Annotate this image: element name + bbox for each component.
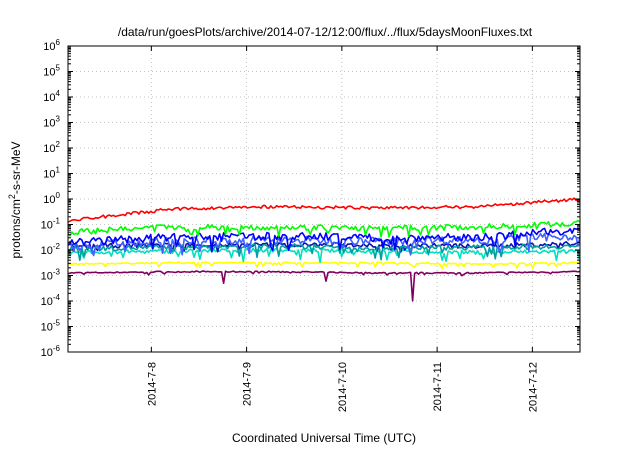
- y-tick-base: 10: [43, 143, 55, 155]
- y-tick-exponent: 2: [56, 140, 61, 149]
- y-tick-exponent: 3: [56, 115, 61, 124]
- y-axis-label-rest: -s-sr-MeV: [9, 141, 23, 194]
- x-tick-label: 2014-7-9: [242, 362, 254, 406]
- y-tick-layer: 10-610-510-410-310-210-11001011021031041…: [41, 38, 580, 359]
- y-tick-exponent: 0: [56, 191, 61, 200]
- y-tick-label: 10-6: [41, 344, 61, 359]
- y-tick-base: 10: [43, 92, 55, 104]
- y-tick-base: 10: [41, 271, 53, 283]
- y-tick-label: 103: [43, 115, 60, 130]
- x-tick-label: 2014-7-11: [432, 362, 444, 411]
- series-line: [68, 261, 581, 270]
- y-axis-label-main: protons/cm: [9, 199, 23, 258]
- y-tick-label: 101: [43, 166, 60, 181]
- y-tick-exponent: -4: [53, 293, 61, 302]
- y-tick-label: 10-3: [41, 268, 61, 283]
- y-tick-label: 106: [43, 38, 60, 53]
- y-tick-exponent: 5: [56, 64, 61, 73]
- series-layer: [67, 197, 581, 302]
- y-tick-base: 10: [43, 67, 55, 79]
- series-line: [67, 227, 581, 253]
- y-tick-base: 10: [43, 169, 55, 181]
- y-tick-label: 102: [43, 140, 60, 155]
- x-axis-label: Coordinated Universal Time (UTC): [232, 431, 416, 445]
- y-tick-base: 10: [41, 220, 53, 232]
- x-tick-label: 2014-7-8: [146, 362, 158, 406]
- y-axis-label: protons/cm2-s-sr-MeV: [7, 141, 23, 258]
- x-tick-layer: 2014-7-8 2014-7-9 2014-7-10 2014-7-11 2014-7…: [146, 46, 539, 412]
- y-tick-exponent: 4: [56, 89, 61, 98]
- y-tick-label: 10-1: [41, 217, 61, 232]
- y-tick-base: 10: [43, 194, 55, 206]
- y-tick-label: 100: [43, 191, 60, 206]
- series-line: [67, 270, 581, 302]
- y-tick-label: 105: [43, 64, 60, 79]
- y-tick-label: 10-5: [41, 319, 61, 334]
- y-tick-exponent: -2: [53, 242, 61, 251]
- series-line: [67, 197, 581, 223]
- chart-title: /data/run/goesPlots/archive/2014-07-12/1…: [118, 25, 533, 39]
- y-tick-base: 10: [41, 296, 53, 308]
- y-tick-exponent: -3: [53, 268, 61, 277]
- y-tick-base: 10: [43, 118, 55, 130]
- y-tick-label: 104: [43, 89, 60, 104]
- y-axis-label-superscript: 2: [7, 194, 17, 199]
- y-tick-label: 10-2: [41, 242, 61, 257]
- y-tick-exponent: -5: [53, 319, 61, 328]
- y-tick-exponent: 1: [56, 166, 61, 175]
- series-line: [67, 219, 581, 238]
- y-tick-base: 10: [41, 245, 53, 257]
- y-tick-base: 10: [41, 347, 53, 359]
- y-tick-exponent: -6: [53, 344, 61, 353]
- y-tick-base: 10: [43, 41, 55, 53]
- y-tick-exponent: -1: [53, 217, 61, 226]
- x-tick-label: 2014-7-10: [337, 362, 349, 412]
- y-tick-base: 10: [41, 322, 53, 334]
- y-tick-label: 10-4: [41, 293, 61, 308]
- y-tick-exponent: 6: [56, 38, 61, 47]
- x-tick-label: 2014-7-12: [527, 362, 539, 412]
